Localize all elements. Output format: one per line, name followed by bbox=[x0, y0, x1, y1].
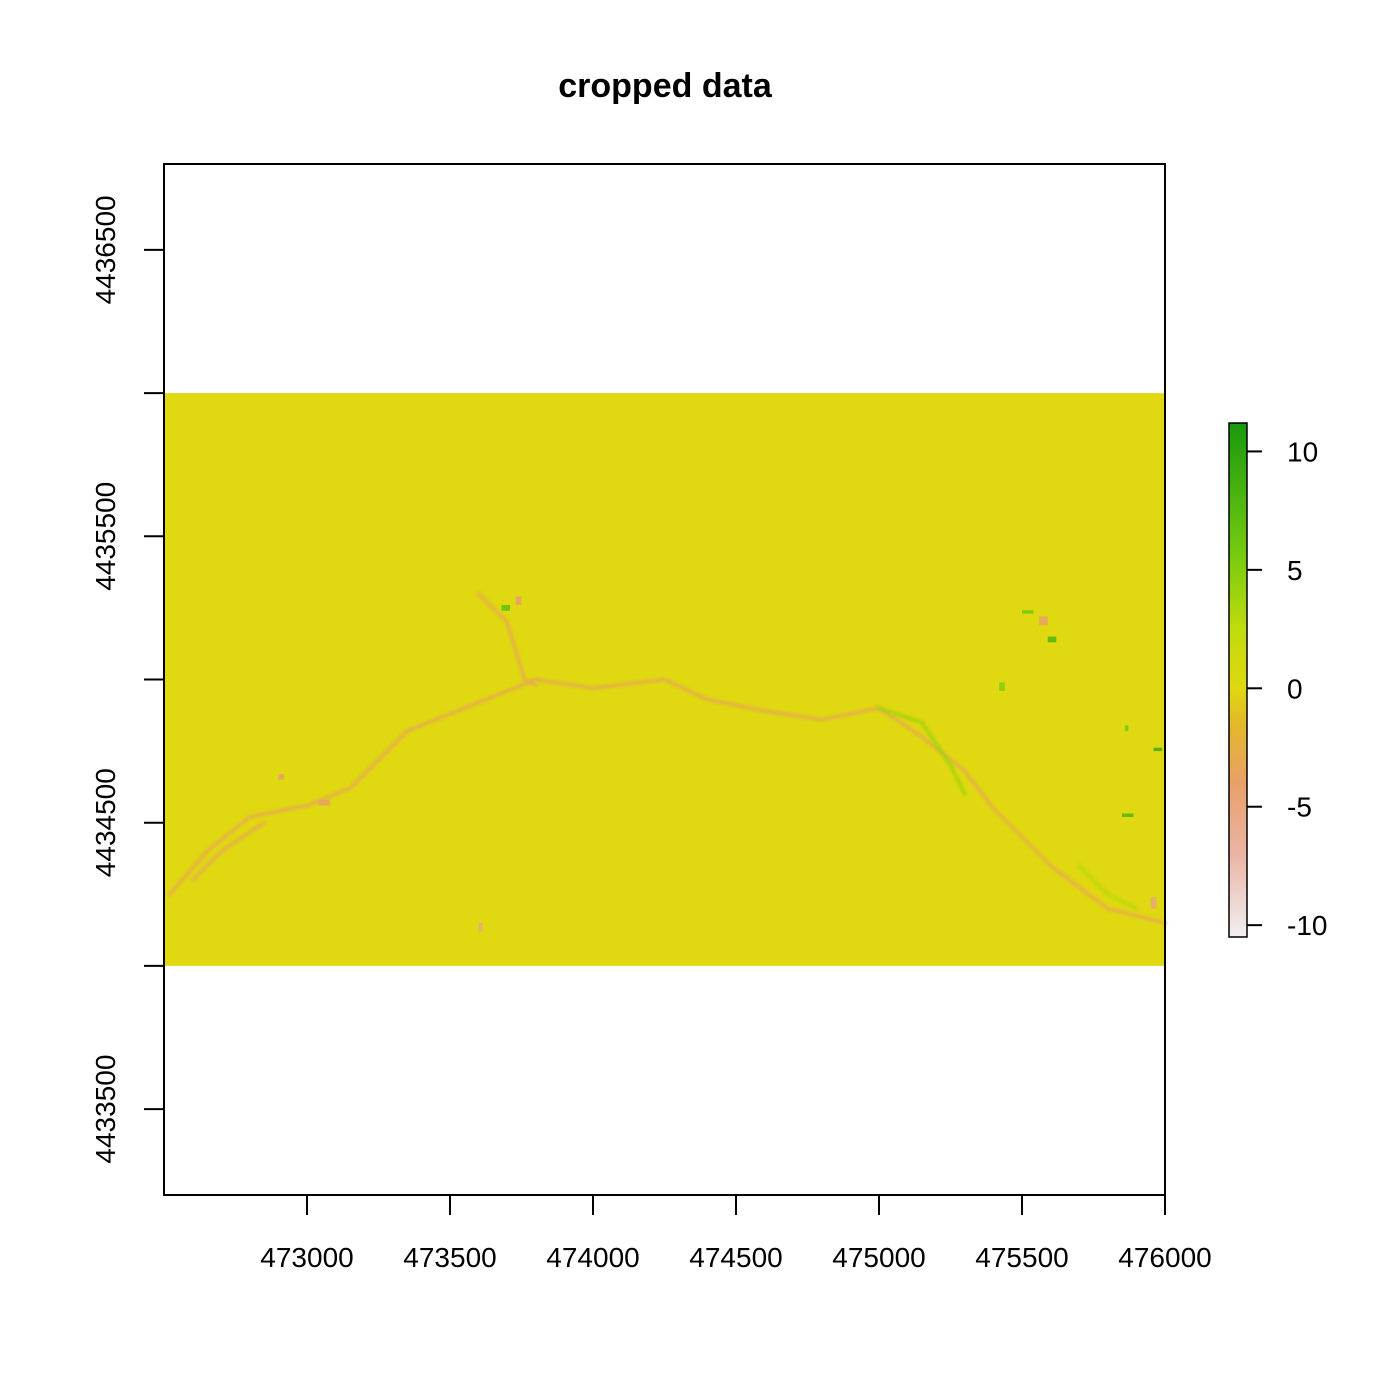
raster-patch bbox=[1124, 725, 1129, 732]
x-tick-label: 476000 bbox=[1118, 1242, 1211, 1273]
raster-patch bbox=[1150, 897, 1157, 909]
colorbar-tick-label: 10 bbox=[1287, 436, 1318, 467]
raster-patch bbox=[1122, 813, 1134, 817]
raster-channel bbox=[1077, 863, 1139, 911]
x-tick-label: 474000 bbox=[546, 1242, 639, 1273]
raster-patch bbox=[501, 605, 511, 611]
colorbar-bar bbox=[1228, 422, 1248, 938]
x-tick-label: 473500 bbox=[403, 1242, 496, 1273]
colorbar-tick-label: 0 bbox=[1287, 673, 1303, 704]
y-tick-label: 4434500 bbox=[90, 768, 121, 877]
x-tick-label: 475000 bbox=[832, 1242, 925, 1273]
y-tick-label: 4433500 bbox=[90, 1055, 121, 1164]
raster-patch bbox=[999, 682, 1005, 691]
raster-patch bbox=[1153, 747, 1163, 752]
x-tick-label: 474500 bbox=[689, 1242, 782, 1273]
raster-channel bbox=[190, 820, 267, 882]
raster-channel bbox=[476, 591, 538, 688]
raster-channel bbox=[167, 677, 1167, 925]
raster-features bbox=[167, 591, 1167, 932]
raster-patch bbox=[278, 774, 285, 780]
chart-title: cropped data bbox=[558, 67, 773, 105]
raster-patch bbox=[1039, 616, 1048, 626]
raster-channel bbox=[877, 706, 967, 797]
y-tick-label: 4436500 bbox=[90, 195, 121, 304]
x-tick-label: 473000 bbox=[260, 1242, 353, 1273]
colorbar-tick-label: 5 bbox=[1287, 555, 1303, 586]
colorbar-tick-label: -10 bbox=[1287, 910, 1327, 941]
raster-patch bbox=[515, 596, 522, 606]
x-tick-label: 475500 bbox=[975, 1242, 1068, 1273]
raster-patch bbox=[318, 799, 330, 806]
y-tick-label: 4435500 bbox=[90, 482, 121, 591]
colorbar: 10 5 0 -5 -10 bbox=[1228, 422, 1327, 941]
raster-patch bbox=[478, 922, 483, 932]
raster-patch bbox=[1022, 610, 1034, 614]
y-axis: 4433500 4434500 4435500 4436500 bbox=[90, 195, 164, 1164]
raster-patch bbox=[1047, 636, 1057, 643]
colorbar-tick-label: -5 bbox=[1287, 792, 1312, 823]
x-axis: 473000 473500 474000 474500 475000 475500 4760… bbox=[260, 1195, 1212, 1273]
